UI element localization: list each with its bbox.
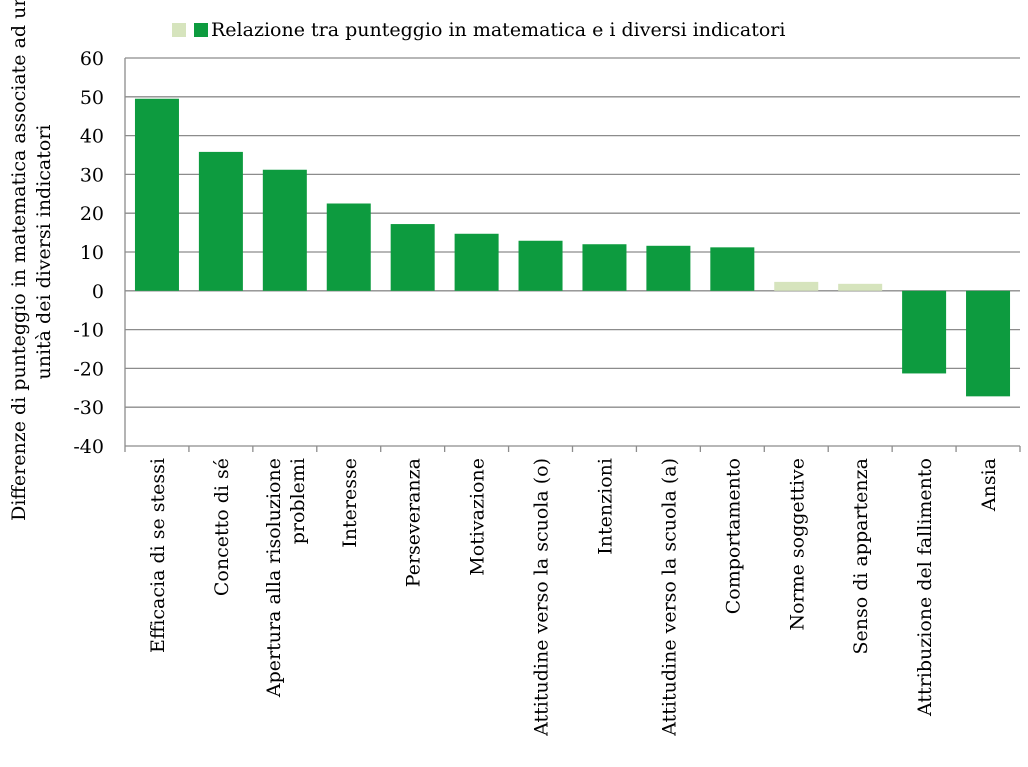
- y-tick-label: -40: [73, 436, 104, 458]
- y-tick-label: 40: [80, 126, 104, 148]
- x-tick-label: Motivazione: [467, 458, 489, 576]
- x-tick-label: Ansia: [978, 458, 1000, 512]
- bar: [582, 244, 627, 291]
- bars: [134, 98, 1011, 397]
- x-tick-label: Norme soggettive: [786, 458, 808, 631]
- y-tick-label: 60: [80, 48, 104, 70]
- bar: [774, 281, 819, 291]
- legend-label: Relazione tra punteggio in matematica e …: [211, 19, 785, 41]
- x-tick-label: Concetto di sé: [211, 458, 233, 596]
- bar: [198, 151, 243, 291]
- y-axis-title-line: Differenze di punteggio in matematica as…: [8, 0, 30, 521]
- legend: Relazione tra punteggio in matematica e …: [172, 19, 785, 41]
- axes: [124, 58, 1021, 452]
- bar: [646, 245, 691, 291]
- bar: [326, 203, 371, 291]
- bar: [454, 233, 499, 291]
- y-tick-label: -10: [73, 320, 104, 342]
- x-tick-labels: Efficacia di se stessi Concetto di sé Aper…: [147, 458, 1000, 737]
- y-axis-title-line: unità dei diversi indicatori: [33, 125, 55, 380]
- x-tick-label: Senso di appartenza: [850, 458, 872, 655]
- bar: [134, 98, 179, 291]
- y-axis-title: Differenze di punteggio in matematica as…: [8, 0, 55, 521]
- x-tick-label: Apertura alla risoluzione: [263, 458, 285, 698]
- bar: [838, 283, 883, 291]
- y-tick-label: 10: [80, 242, 104, 264]
- legend-swatch-not-significant: [172, 23, 186, 37]
- bar: [902, 290, 947, 374]
- y-tick-label: 50: [80, 87, 104, 109]
- bar: [390, 224, 435, 291]
- y-tick-label: -20: [73, 358, 104, 380]
- x-tick-label: Perseveranza: [403, 458, 425, 587]
- y-tick-label: -30: [73, 397, 104, 419]
- gridlines: [125, 57, 1020, 447]
- legend-swatch-significant: [194, 23, 208, 37]
- bar: [262, 169, 307, 291]
- bar: [966, 290, 1011, 397]
- x-tick-label: Intenzioni: [594, 458, 616, 555]
- x-tick-label: Comportamento: [722, 458, 744, 614]
- y-tick-labels: 60 50 40 30 20 10 0 -10 -20 -30 -40: [73, 48, 104, 458]
- x-tick-label: problemi: [287, 458, 309, 544]
- x-tick-label: Efficacia di se stessi: [147, 458, 169, 653]
- x-tick-label: Attitudine verso la scuola (o): [531, 458, 553, 737]
- x-tick-label: Attitudine verso la scuola (a): [658, 458, 680, 737]
- x-tick-label: Attribuzione del fallimento: [914, 458, 936, 717]
- bar: [710, 247, 755, 291]
- y-tick-label: 0: [92, 281, 104, 303]
- y-tick-label: 20: [80, 203, 104, 225]
- y-tick-label: 30: [80, 164, 104, 186]
- x-tick-label: Interesse: [339, 458, 361, 548]
- bar: [518, 240, 563, 291]
